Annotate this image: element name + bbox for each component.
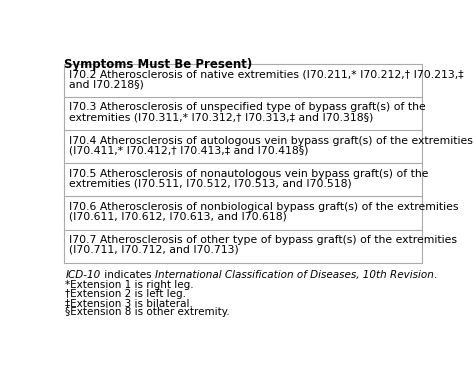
Text: I70.5 Atherosclerosis of nonautologous vein bypass graft(s) of the: I70.5 Atherosclerosis of nonautologous v… (69, 169, 428, 179)
Text: and I70.218§): and I70.218§) (69, 80, 144, 89)
Text: ‡Extension 3 is bilateral.: ‡Extension 3 is bilateral. (65, 298, 193, 308)
Text: I70.4 Atherosclerosis of autologous vein bypass graft(s) of the extremities: I70.4 Atherosclerosis of autologous vein… (69, 136, 473, 145)
Text: Symptoms Must Be Present): Symptoms Must Be Present) (64, 58, 252, 71)
Text: (I70.711, I70.712, and I70.713): (I70.711, I70.712, and I70.713) (69, 245, 238, 255)
Text: extremities (I70.311,* I70.312,† I70.313,‡ and I70.318§): extremities (I70.311,* I70.312,† I70.313… (69, 113, 373, 122)
Text: I70.6 Atherosclerosis of nonbiological bypass graft(s) of the extremities: I70.6 Atherosclerosis of nonbiological b… (69, 202, 458, 212)
Text: indicates: indicates (100, 270, 155, 280)
Text: ICD-10: ICD-10 (65, 270, 100, 280)
Text: International Classification of Diseases, 10th Revision: International Classification of Diseases… (155, 270, 433, 280)
Text: §Extension 8 is other extremity.: §Extension 8 is other extremity. (65, 307, 230, 317)
Bar (64, 64, 422, 263)
Text: (I70.611, I70.612, I70.613, and I70.618): (I70.611, I70.612, I70.613, and I70.618) (69, 212, 286, 222)
Text: I70.2 Atherosclerosis of native extremities (I70.211,* I70.212,† I70.213,‡: I70.2 Atherosclerosis of native extremit… (69, 69, 463, 79)
Text: I70.7 Atherosclerosis of other type of bypass graft(s) of the extremities: I70.7 Atherosclerosis of other type of b… (69, 235, 456, 245)
Text: (I70.411,* I70.412,† I70.413,‡ and I70.418§): (I70.411,* I70.412,† I70.413,‡ and I70.4… (69, 145, 308, 156)
Text: .: . (433, 270, 437, 280)
Text: extremities (I70.511, I70.512, I70.513, and I70.518): extremities (I70.511, I70.512, I70.513, … (69, 179, 351, 189)
Text: *Extension 1 is right leg.: *Extension 1 is right leg. (65, 279, 194, 290)
Text: I70.3 Atherosclerosis of unspecified type of bypass graft(s) of the: I70.3 Atherosclerosis of unspecified typ… (69, 102, 425, 113)
Text: †Extension 2 is left leg.: †Extension 2 is left leg. (65, 289, 186, 299)
